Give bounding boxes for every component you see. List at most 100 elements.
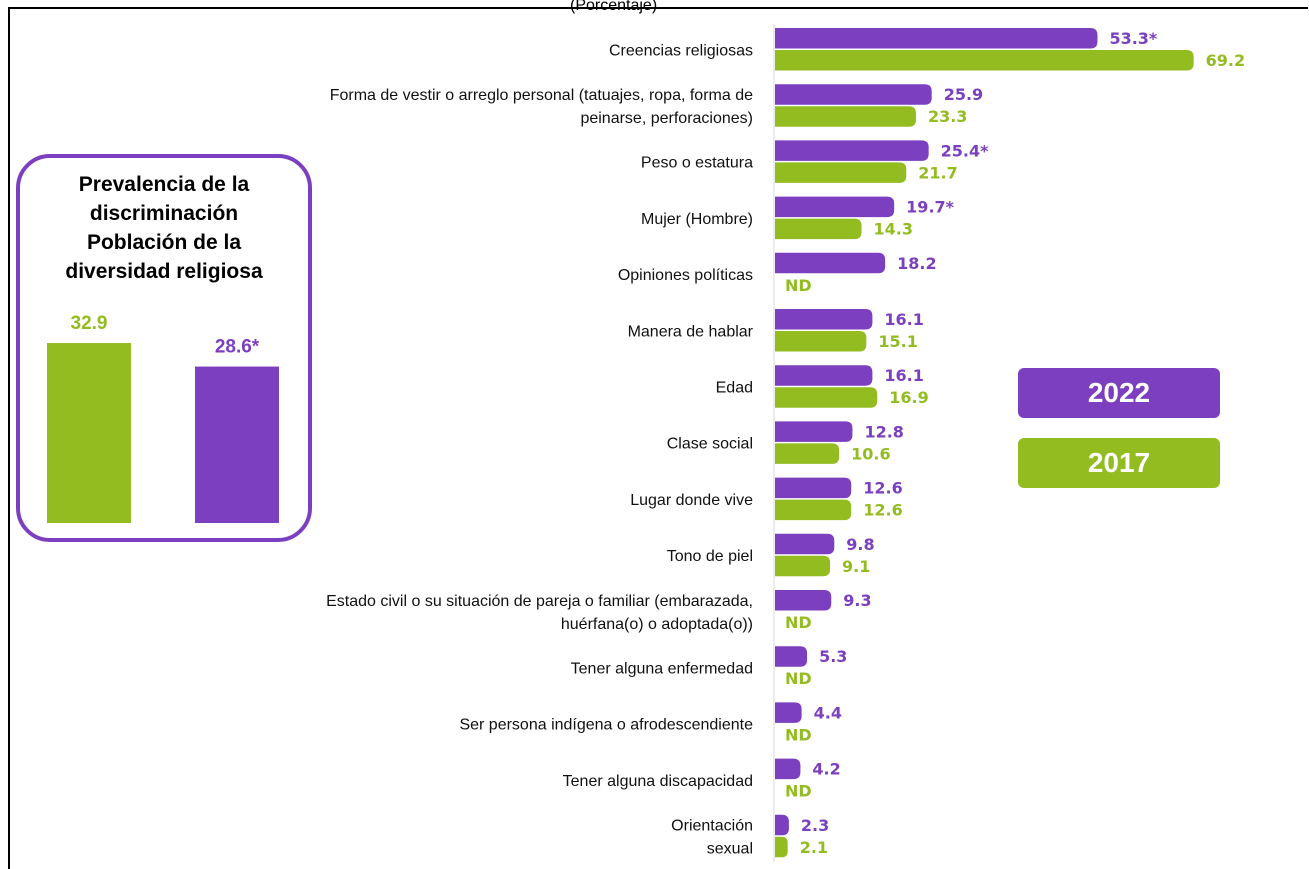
inset-value-label: 32.9 xyxy=(71,313,108,334)
data-label-2022: 16.1 xyxy=(884,310,923,329)
bar-2017 xyxy=(775,836,788,858)
data-label-2022: 25.4* xyxy=(941,141,989,160)
bar-2022 xyxy=(775,533,835,555)
category-label: Forma de vestir o arreglo personal (tatu… xyxy=(330,87,753,127)
data-label-2022: 2.3 xyxy=(801,816,829,835)
category-label-line: Orientación xyxy=(671,818,753,835)
data-label-2022: 19.7* xyxy=(906,198,954,217)
category-label: Peso o estatura xyxy=(641,155,753,172)
data-label-2017: 2.1 xyxy=(800,838,828,857)
bar-2022 xyxy=(775,365,873,386)
bar-2022 xyxy=(775,196,895,218)
category-label-line: huérfana(o) o adoptada(o)) xyxy=(561,616,753,633)
data-label-2017: ND xyxy=(785,782,812,801)
category-label-line: Opiniones políticas xyxy=(618,267,753,284)
bar-2017 xyxy=(775,162,907,183)
inset-title-line: discriminación xyxy=(89,202,239,225)
data-label-2017: 69.2 xyxy=(1206,51,1245,70)
bar-2017 xyxy=(775,50,1194,71)
data-label-2022: 12.8 xyxy=(864,422,903,441)
bar-2022 xyxy=(775,140,929,161)
data-label-2022: 25.9 xyxy=(944,85,983,104)
category-label: Mujer (Hombre) xyxy=(641,211,753,228)
category-label-line: peinarse, perforaciones) xyxy=(580,110,753,127)
bar-2022 xyxy=(775,421,853,442)
category-label-line: sexual xyxy=(707,841,753,858)
inset-title: Prevalencia de la discriminación Poblaci… xyxy=(20,170,308,286)
inset-bar-2022 xyxy=(195,366,279,523)
bar-2017 xyxy=(775,106,916,127)
category-label-line: Tono de piel xyxy=(667,548,753,565)
data-label-2017: ND xyxy=(785,613,812,632)
category-label-line: Mujer (Hombre) xyxy=(641,211,753,228)
data-label-2017: 21.7 xyxy=(918,163,957,182)
bar-2022 xyxy=(775,590,832,611)
data-label-2022: 4.2 xyxy=(812,760,840,779)
bar-2017 xyxy=(775,555,831,577)
data-label-2017: 9.1 xyxy=(842,557,870,576)
category-label-line: Tener alguna discapacidad xyxy=(563,773,753,790)
category-label-line: Tener alguna enfermedad xyxy=(571,660,753,677)
inset-title-line: Prevalencia de la xyxy=(78,173,250,196)
bar-2022 xyxy=(775,252,886,274)
legend-item-2022: 2022 xyxy=(1018,368,1220,418)
data-label-2022: 16.1 xyxy=(884,366,923,385)
legend-item-2017: 2017 xyxy=(1018,438,1220,488)
chart-note: (Porcentaje) xyxy=(570,0,658,14)
category-label-line: Manera de hablar xyxy=(628,323,754,340)
chart-frame: (Porcentaje) xyxy=(8,0,1308,869)
bar-2022 xyxy=(775,814,789,836)
inset-title-line: diversidad religiosa xyxy=(65,260,263,283)
data-label-2017: 23.3 xyxy=(928,107,967,126)
category-label-line: Lugar donde vive xyxy=(630,492,753,509)
inset-bar-2017 xyxy=(47,343,131,523)
data-label-2022: 9.8 xyxy=(846,535,874,554)
category-label: Estado civil o su situación de pareja o … xyxy=(326,593,753,633)
category-label: Creencias religiosas xyxy=(609,42,753,59)
bar-2017 xyxy=(775,443,840,464)
data-label-2022: 53.3* xyxy=(1109,29,1157,48)
category-label-line: Forma de vestir o arreglo personal (tatu… xyxy=(330,87,753,104)
bar-2022 xyxy=(775,702,802,723)
inset-value-label: 28.6* xyxy=(215,337,260,358)
inset-bar-chart: 32.9 28.6* xyxy=(47,313,279,523)
data-label-2022: 4.4 xyxy=(814,703,842,722)
data-label-2017: 10.6 xyxy=(851,444,890,463)
category-label: Tono de piel xyxy=(667,548,753,565)
data-label-2017: 12.6 xyxy=(863,501,902,520)
data-label-2017: ND xyxy=(785,669,812,688)
category-label: Orientación sexual xyxy=(671,818,753,858)
category-label-line: Creencias religiosas xyxy=(609,42,753,59)
bar-2017 xyxy=(775,218,862,240)
category-label: Manera de hablar xyxy=(628,323,754,340)
data-label-2022: 18.2 xyxy=(897,254,936,273)
category-label: Edad xyxy=(716,379,753,396)
category-label-line: Edad xyxy=(716,379,753,396)
bar-2017 xyxy=(775,499,852,521)
bar-2017 xyxy=(775,387,878,408)
category-label-line: Ser persona indígena o afrodescendiente xyxy=(459,717,753,734)
category-label: Tener alguna discapacidad xyxy=(563,773,753,790)
data-label-2017: ND xyxy=(785,725,812,744)
category-label: Tener alguna enfermedad xyxy=(571,660,753,677)
bar-2022 xyxy=(775,477,852,499)
bar-2022 xyxy=(775,84,932,105)
bar-2017 xyxy=(775,331,867,352)
bar-2022 xyxy=(775,28,1098,49)
category-label: Opiniones políticas xyxy=(618,267,753,284)
data-label-2017: 15.1 xyxy=(878,332,917,351)
data-label-2022: 5.3 xyxy=(819,647,847,666)
data-label-2017: ND xyxy=(785,276,812,295)
category-label: Ser persona indígena o afrodescendiente xyxy=(459,717,753,734)
category-label-line: Estado civil o su situación de pareja o … xyxy=(326,593,753,610)
category-label-line: Peso o estatura xyxy=(641,155,753,172)
data-label-2022: 12.6 xyxy=(863,479,902,498)
category-label: Lugar donde vive xyxy=(630,492,753,509)
bar-2022 xyxy=(775,646,808,667)
bar-2022 xyxy=(775,309,873,330)
category-label: Clase social xyxy=(667,436,753,453)
data-label-2017: 16.9 xyxy=(889,388,928,407)
data-label-2017: 14.3 xyxy=(874,220,913,239)
bar-2022 xyxy=(775,758,801,780)
